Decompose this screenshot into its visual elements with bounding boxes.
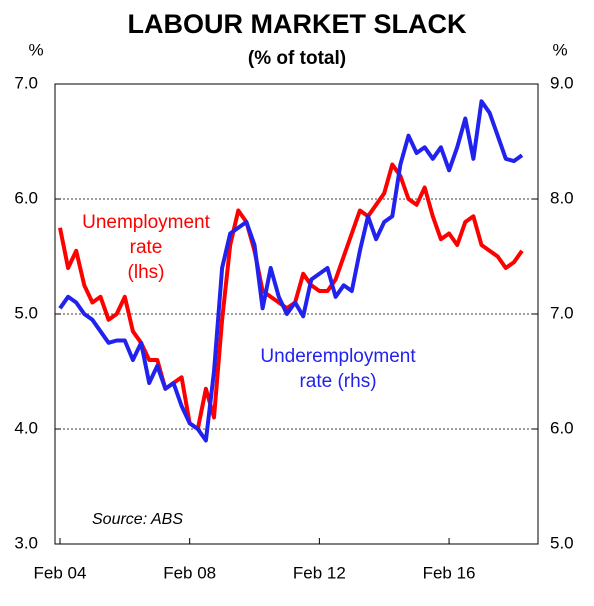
chart-title: LABOUR MARKET SLACK	[128, 9, 467, 39]
series-line	[58, 162, 524, 431]
y-unit: %	[28, 40, 43, 59]
series-label: Unemployment	[82, 212, 210, 233]
y-tick-label: 6.0	[14, 188, 38, 207]
series-label: (lhs)	[128, 262, 165, 283]
x-tick-label: Feb 08	[163, 563, 216, 582]
series-label: rate (rhs)	[299, 371, 376, 392]
series-line	[58, 99, 524, 443]
y-tick-label: 5.0	[14, 303, 38, 322]
y2-tick-label: 8.0	[550, 188, 574, 207]
y2-tick-label: 6.0	[550, 418, 574, 437]
y-tick-label: 4.0	[14, 418, 38, 437]
x-tick-label: Feb 12	[293, 563, 346, 582]
y2-tick-label: 9.0	[550, 73, 574, 92]
source-note: Source: ABS	[92, 511, 183, 528]
series-label: Underemployment	[260, 346, 416, 367]
y-tick-label: 7.0	[14, 73, 38, 92]
chart-subtitle: (% of total)	[248, 48, 346, 69]
y-tick-label: 3.0	[14, 533, 38, 552]
x-tick-label: Feb 16	[423, 563, 476, 582]
y2-unit: %	[552, 40, 567, 59]
x-tick-label: Feb 04	[34, 563, 87, 582]
y2-tick-label: 5.0	[550, 533, 574, 552]
series-label: rate	[130, 237, 163, 258]
y2-tick-label: 7.0	[550, 303, 574, 322]
